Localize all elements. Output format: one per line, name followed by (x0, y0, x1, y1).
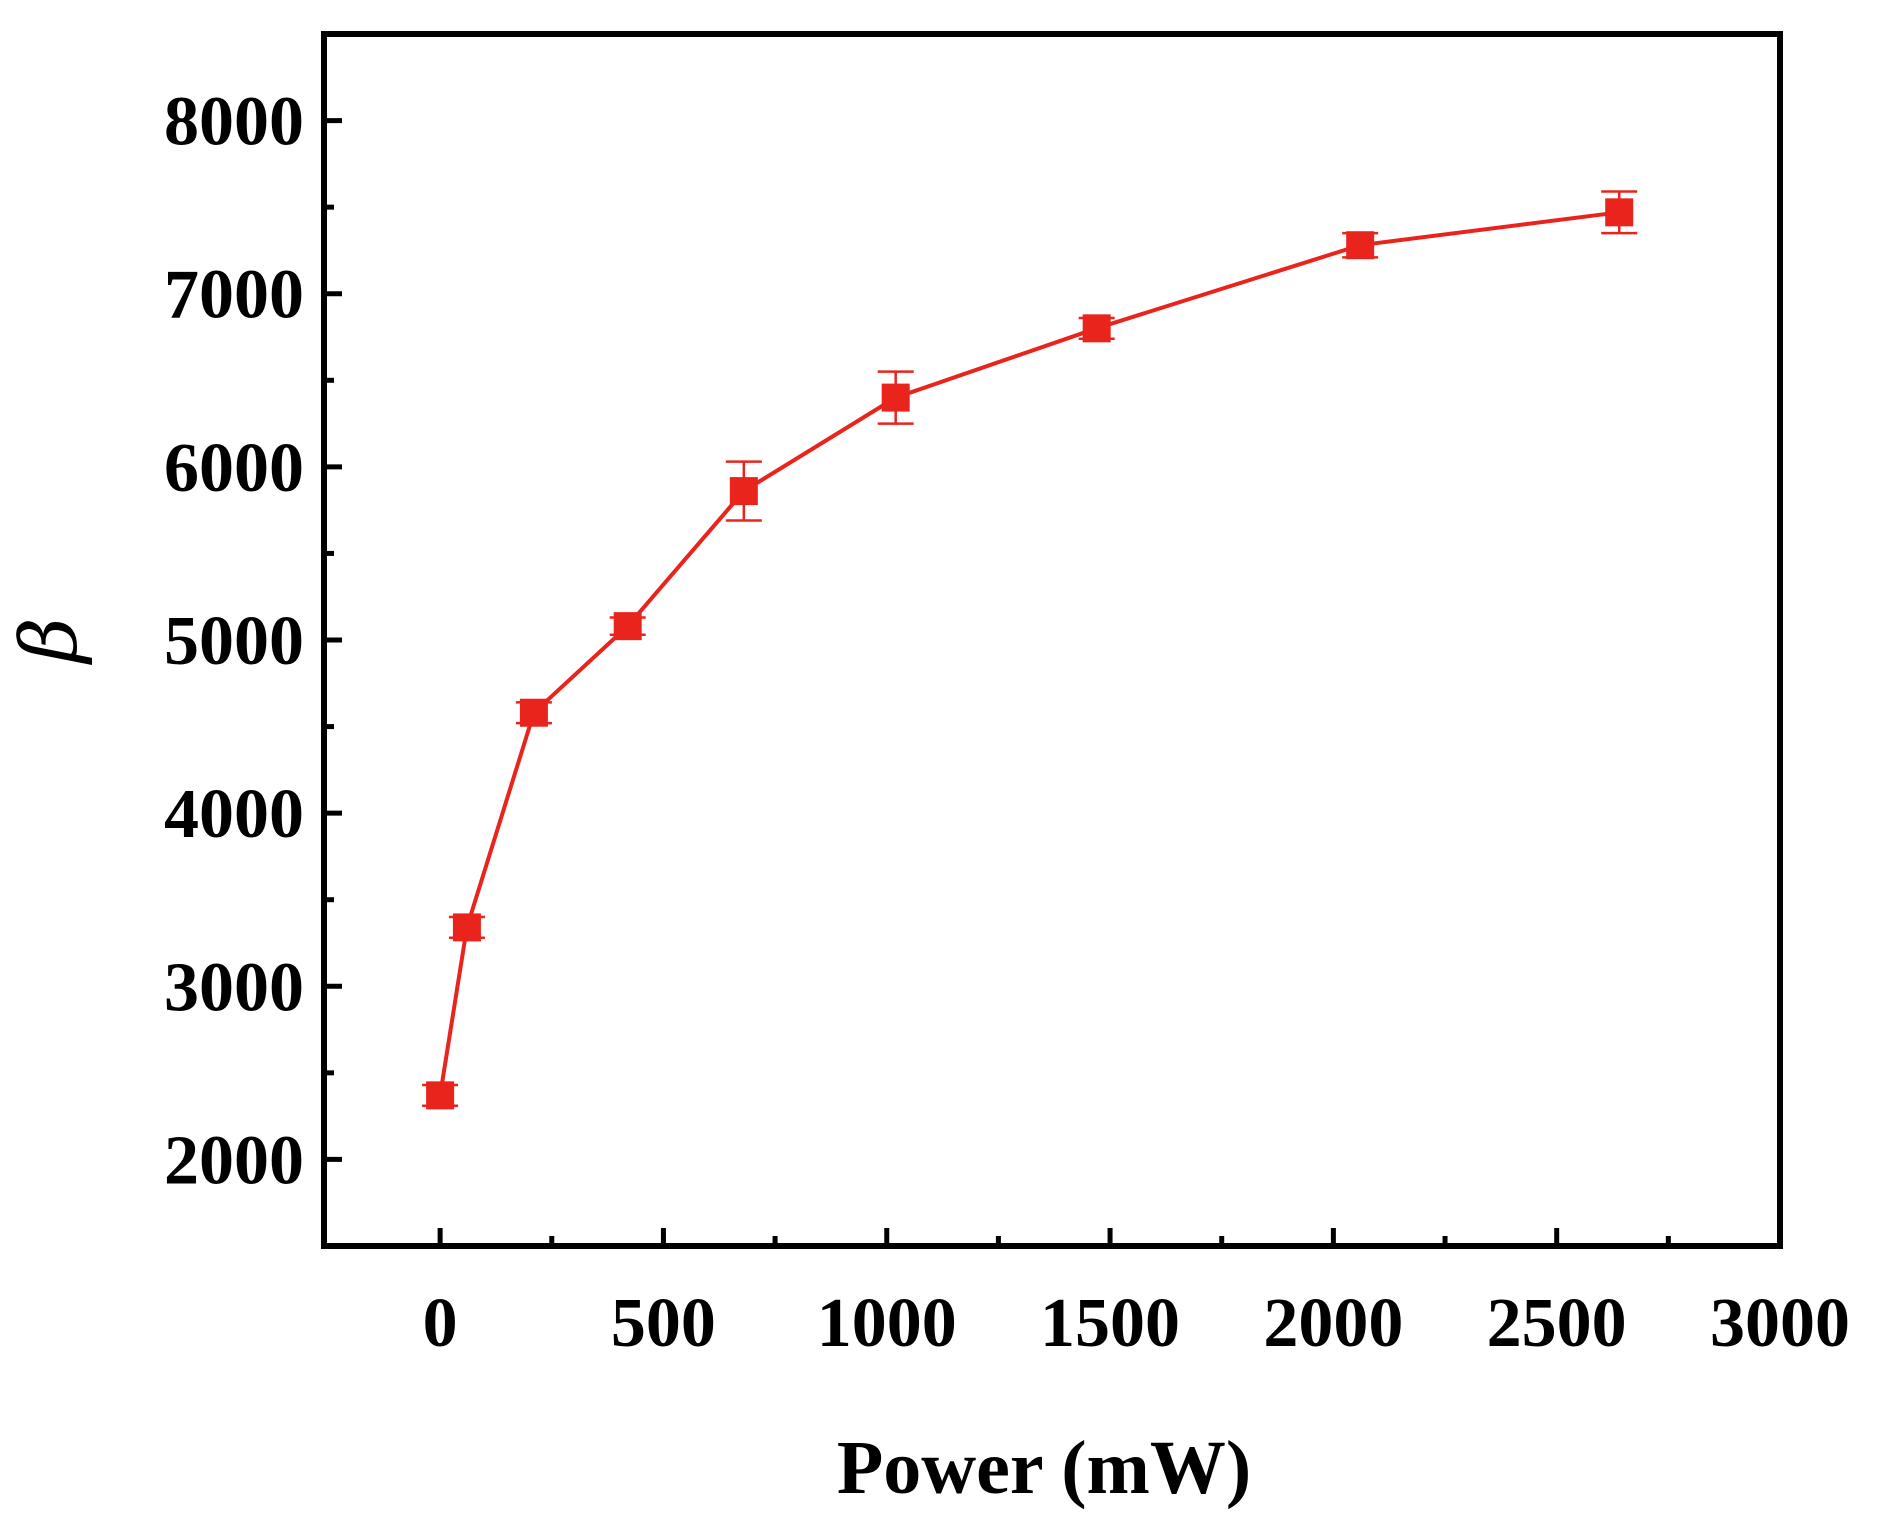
data-point-marker (881, 383, 910, 412)
x-tick-label: 500 (611, 1285, 716, 1362)
x-tick-label: 0 (423, 1285, 458, 1362)
y-tick-label: 6000 (164, 430, 304, 507)
data-point-marker (613, 612, 642, 641)
y-tick-label: 3000 (164, 949, 304, 1026)
axes-layer: 0 500 1000 1500 2000 2500 3000 2000 3000 4000 5000… (164, 31, 1850, 1362)
y-tick-label: 5000 (164, 603, 304, 680)
y-tick-label: 2000 (164, 1122, 304, 1199)
data-point-marker (1605, 198, 1634, 227)
data-point-marker (452, 913, 481, 942)
data-point-marker (1082, 314, 1111, 343)
plot-frame (321, 31, 1783, 1249)
x-tick-label: 1000 (817, 1285, 957, 1362)
x-tick-label: 3000 (1710, 1285, 1850, 1362)
x-tick-label: 2000 (1263, 1285, 1403, 1362)
x-axis-title: Power (mW) (837, 1426, 1251, 1510)
data-point-marker (426, 1081, 455, 1110)
series-line (438, 210, 1620, 1096)
y-tick-label: 7000 (164, 257, 304, 334)
series-layer (422, 190, 1638, 1110)
y-tick-label: 8000 (164, 84, 304, 161)
label-layer: Power (mW) β (5, 617, 1251, 1510)
data-point-marker (519, 698, 548, 727)
data-point-marker (1346, 231, 1375, 260)
x-tick-label: 2500 (1487, 1285, 1627, 1362)
data-point-marker (729, 477, 758, 506)
x-tick-label: 1500 (1040, 1285, 1180, 1362)
y-tick-label: 4000 (164, 776, 304, 853)
y-axis-title: β (5, 617, 95, 665)
